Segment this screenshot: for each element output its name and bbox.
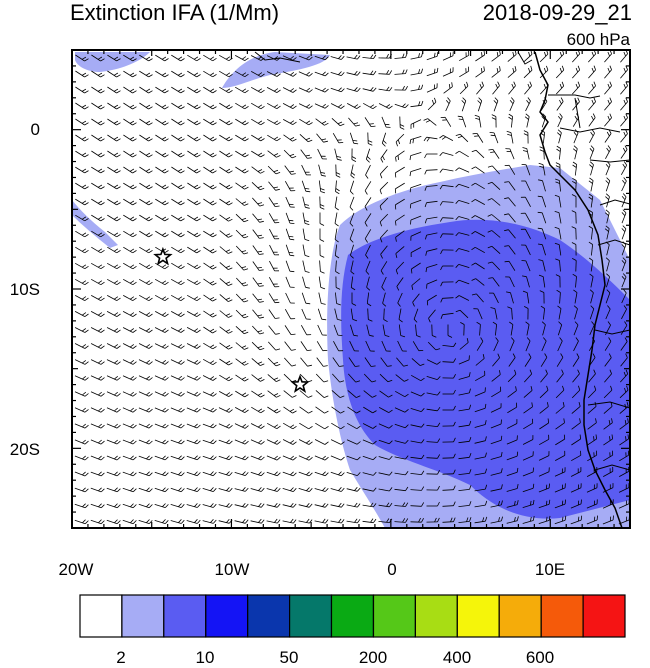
wind-barb-feather — [549, 484, 550, 488]
colorbar-swatch — [541, 595, 583, 637]
colorbar-swatch — [290, 595, 332, 637]
colorbar-label: 10 — [180, 648, 230, 668]
wind-barb-feather — [505, 261, 510, 262]
colorbar-label: 2 — [96, 648, 146, 668]
wind-barb-feather — [546, 485, 547, 489]
colorbar-swatch — [415, 595, 457, 637]
y-tick-label: 0 — [0, 120, 40, 140]
wind-barb-feather — [371, 126, 376, 127]
colorbar-swatch — [332, 595, 374, 637]
wind-barb-feather — [548, 419, 549, 424]
wind-barb-feather — [580, 435, 581, 439]
colorbar-swatch — [583, 595, 625, 637]
wind-barb-feather — [490, 132, 495, 133]
colorbar-swatch — [457, 595, 499, 637]
colorbar-label: 400 — [432, 648, 482, 668]
y-tick-label: 10S — [0, 280, 40, 300]
colorbar-label: 200 — [348, 648, 398, 668]
wind-barb-feather — [290, 271, 294, 272]
colorbar-swatch — [80, 595, 122, 637]
x-tick-label: 20W — [46, 560, 106, 580]
colorbar-label: 600 — [515, 648, 565, 668]
x-tick-label: 0 — [362, 560, 422, 580]
wind-barb-feather — [562, 501, 563, 505]
wind-barb-feather — [411, 269, 412, 273]
wind-barb-feather — [395, 173, 396, 178]
wind-barb-feather — [289, 236, 294, 237]
colorbar-swatch — [164, 595, 206, 637]
colorbar-label: 50 — [264, 648, 314, 668]
wind-barb-feather — [565, 500, 566, 505]
colorbar-swatch — [206, 595, 248, 637]
wind-barb-feather — [491, 135, 495, 136]
colorbar — [80, 595, 625, 637]
wind-barb-feather — [410, 204, 411, 208]
wind-barb-feather — [538, 212, 543, 213]
colorbar-swatch — [248, 595, 290, 637]
wind-barb-feather — [517, 452, 518, 456]
wind-barb-feather — [533, 468, 534, 472]
wind-barb-feather — [289, 220, 293, 221]
wind-barb-feather — [289, 252, 293, 253]
wind-barb-feather — [581, 516, 582, 520]
wind-barb-feather — [291, 334, 296, 335]
colorbar-swatch — [374, 595, 416, 637]
wind-barb-feather — [546, 501, 547, 505]
wind-barb-feather — [290, 223, 295, 224]
wind-barb-feather — [594, 517, 595, 521]
y-tick-label: 20S — [0, 440, 40, 460]
colorbar-swatch — [499, 595, 541, 637]
wind-barb-feather — [338, 335, 343, 336]
wind-barb-feather — [597, 516, 598, 520]
wind-barb-feather — [395, 205, 396, 210]
wind-barb-feather — [369, 124, 373, 125]
x-tick-label: 10E — [520, 560, 580, 580]
colorbar-swatch — [122, 595, 164, 637]
x-tick-label: 10W — [202, 560, 262, 580]
